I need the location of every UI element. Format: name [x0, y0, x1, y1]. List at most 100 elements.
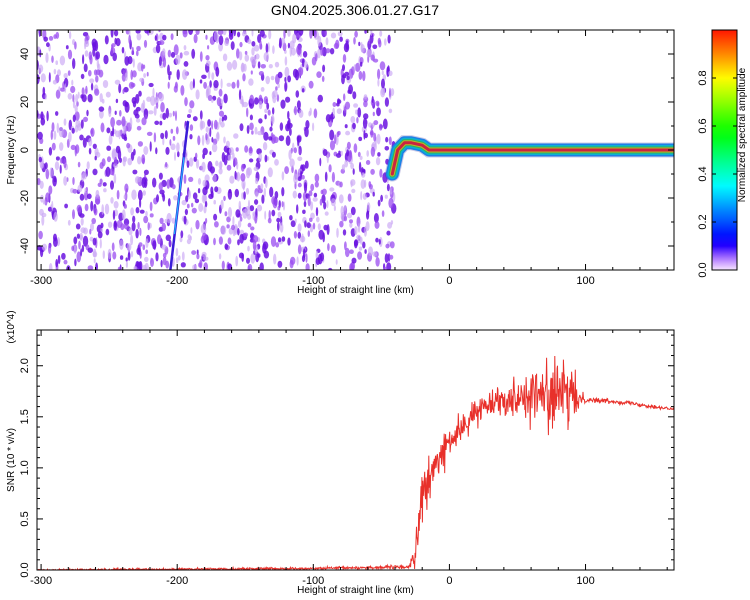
heatmap-cell [149, 141, 152, 152]
heatmap-cell [122, 100, 128, 107]
heatmap-cell [169, 139, 172, 146]
heatmap-cell [67, 93, 73, 100]
heatmap-cell [122, 89, 125, 94]
heatmap-cell [269, 186, 274, 198]
heatmap-cell [386, 262, 392, 270]
heatmap-cell [154, 120, 160, 126]
heatmap-cell [218, 88, 223, 97]
heatmap-cell [320, 189, 324, 195]
heatmap-cell [218, 167, 223, 175]
heatmap-cell [79, 193, 85, 201]
heatmap-cell [158, 56, 162, 66]
heatmap-cell [127, 252, 131, 261]
heatmap-cell [252, 240, 257, 251]
heatmap-cell [325, 37, 329, 46]
heatmap-cell [329, 140, 336, 151]
heatmap-cell [138, 242, 143, 247]
heatmap-cell [106, 127, 111, 134]
heatmap-cell [336, 227, 339, 238]
heatmap-cell [180, 85, 185, 96]
heatmap-cell [190, 227, 193, 234]
heatmap-cell [53, 68, 57, 75]
heatmap-cell [90, 82, 94, 91]
heatmap-cell [267, 109, 271, 116]
heatmap-cell [93, 258, 96, 264]
heatmap-cell [279, 37, 282, 49]
signal-streak-core [173, 157, 185, 235]
heatmap-cell [126, 243, 132, 251]
heatmap-cell [203, 256, 209, 261]
heatmap-cell [358, 41, 361, 47]
colorbar-tick-label: 0.2 [697, 214, 709, 229]
heatmap-cell [86, 109, 89, 117]
heatmap-cell [107, 248, 112, 260]
heatmap-cell [235, 147, 239, 152]
heatmap-cell [324, 30, 327, 37]
heatmap-cell [194, 198, 200, 204]
heatmap-cell [95, 198, 101, 205]
heatmap-cell [105, 166, 111, 177]
heatmap-cell [55, 259, 59, 268]
heatmap-cell [297, 244, 302, 255]
heatmap-cell [227, 237, 232, 245]
heatmap-cell [362, 117, 368, 129]
heatmap-cell [386, 183, 390, 192]
heatmap-cell [155, 44, 161, 54]
heatmap-cell [287, 237, 291, 246]
heatmap-cell [250, 253, 256, 264]
heatmap-cell [56, 122, 59, 133]
heatmap-cell [336, 102, 340, 107]
heatmap-cell [146, 71, 149, 77]
heatmap-cell [237, 220, 242, 228]
heatmap-cell [374, 221, 380, 229]
heatmap-cell [254, 126, 258, 135]
heatmap-cell [119, 255, 124, 260]
heatmap-cell [37, 178, 41, 186]
heatmap-cell [90, 129, 94, 135]
heatmap-cell [281, 236, 286, 242]
heatmap-cell [310, 201, 314, 211]
heatmap-cell [284, 166, 289, 175]
heatmap-cell [231, 81, 236, 89]
heatmap-cell [202, 194, 207, 202]
heatmap-cell [170, 143, 176, 151]
heatmap-cell [135, 207, 140, 214]
heatmap-cell [273, 253, 277, 265]
heatmap-cell [263, 51, 269, 62]
heatmap-cell [267, 167, 273, 178]
heatmap-cell [118, 129, 121, 140]
heatmap-cell [51, 142, 56, 151]
heatmap-cell [80, 73, 85, 80]
heatmap-cell [48, 147, 53, 156]
heatmap-cell [269, 126, 273, 132]
heatmap-cell [377, 199, 381, 207]
heatmap-cell [158, 172, 163, 180]
heatmap-cell [338, 194, 344, 204]
heatmap-cell [82, 137, 87, 148]
heatmap-cell [40, 117, 46, 126]
heatmap-cell [104, 203, 110, 215]
heatmap-cell [175, 81, 178, 89]
heatmap-cell [164, 219, 168, 223]
heatmap-cell [230, 41, 235, 51]
heatmap-cell [72, 188, 78, 194]
heatmap-cell [136, 33, 142, 41]
heatmap-cell [110, 197, 114, 204]
heatmap-cell [123, 194, 126, 200]
heatmap-cell [344, 159, 349, 168]
heatmap-cell [108, 109, 112, 118]
heatmap-cell [111, 43, 116, 48]
heatmap-cell [276, 217, 281, 223]
heatmap-cell [150, 258, 154, 267]
heatmap-cell [239, 233, 244, 244]
heatmap-cell [327, 243, 330, 252]
heatmap-cell [105, 91, 111, 98]
heatmap-cell [366, 49, 372, 58]
heatmap-cell [257, 188, 263, 194]
heatmap-cell [246, 257, 250, 264]
heatmap-cell [121, 133, 127, 140]
heatmap-cell [75, 120, 81, 128]
heatmap-cell [117, 149, 122, 160]
heatmap-cell [317, 223, 321, 231]
heatmap-cell [105, 228, 110, 236]
